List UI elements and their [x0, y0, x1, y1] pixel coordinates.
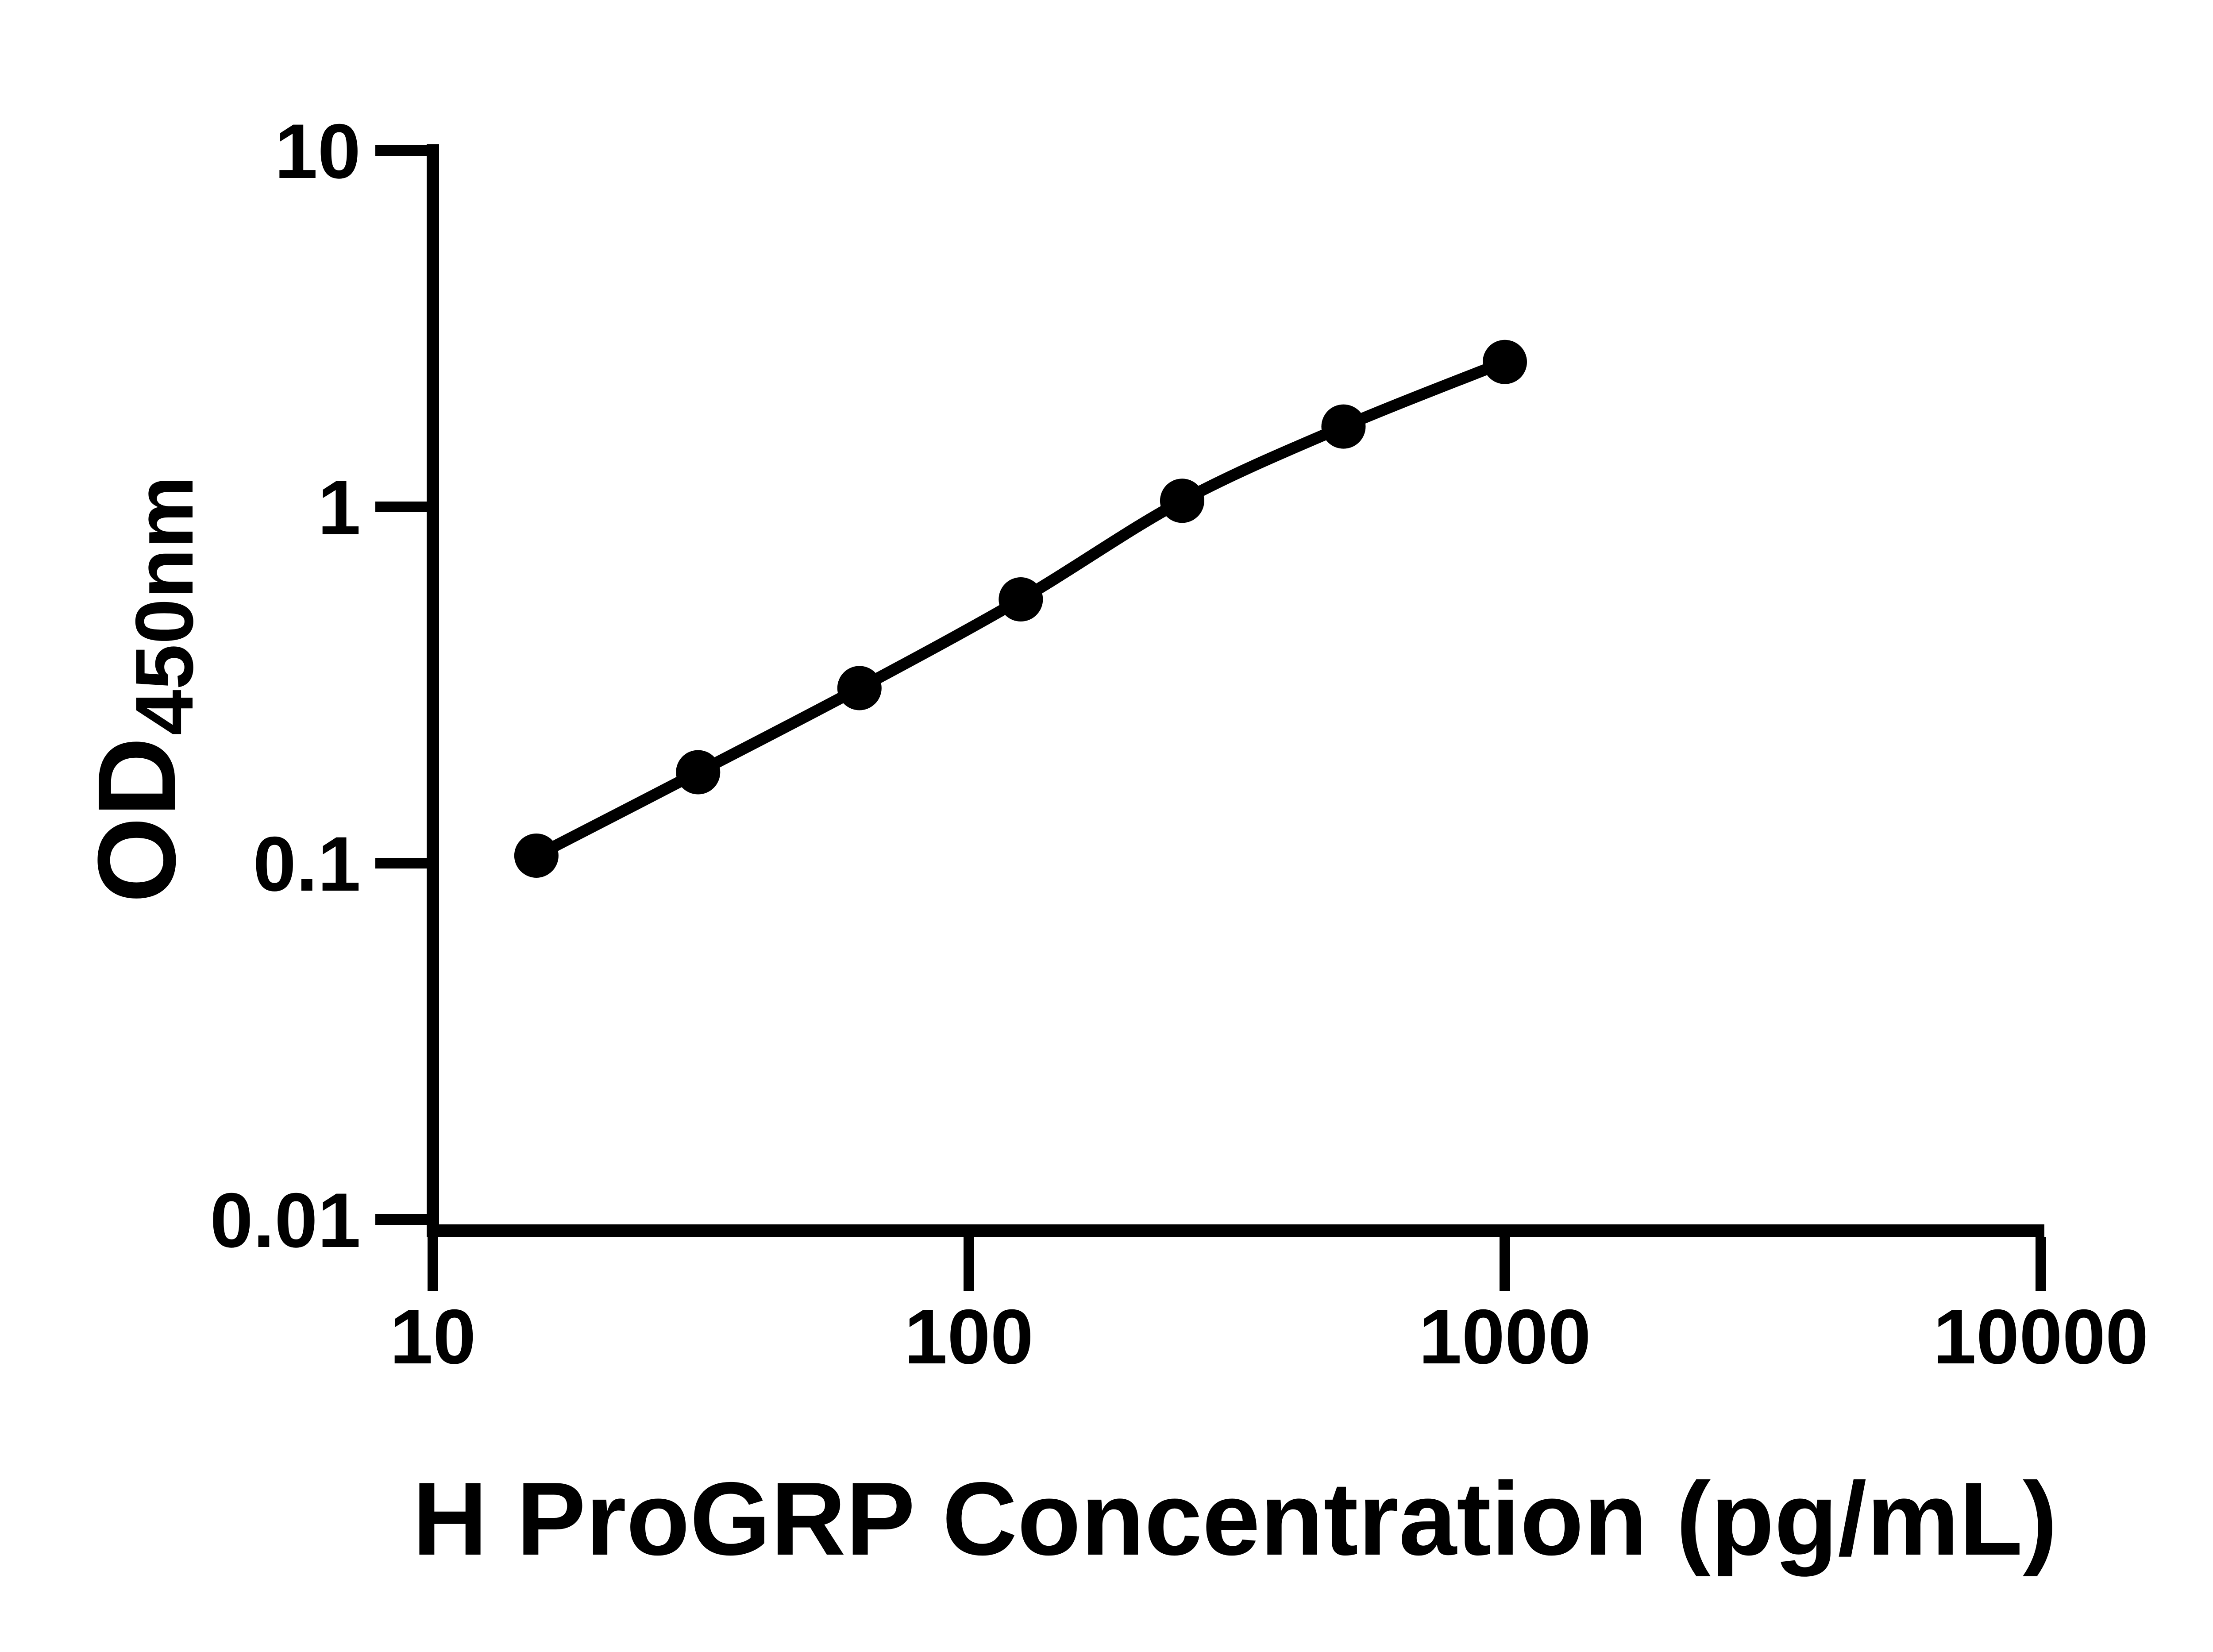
- y-tick-label-0.1: 0.1: [253, 821, 361, 907]
- x-axis-title: H ProGRP Concentration (pg/mL): [413, 1460, 2058, 1577]
- axis-ticks: [375, 145, 2046, 1291]
- data-point-marker-125: [999, 577, 1043, 622]
- data-point-marker-250: [1160, 479, 1204, 523]
- data-point-marker-500: [1321, 404, 1366, 449]
- axis-tick-labels: 10 100 1000 10000 10 1 0.1 0.01: [210, 108, 2148, 1380]
- data-point-marker-62.5: [837, 666, 882, 710]
- y-tick-label-10: 10: [274, 108, 361, 195]
- y-tick-label-0.01: 0.01: [210, 1177, 361, 1264]
- data-point-marker-1000: [1483, 340, 1527, 384]
- data-series: [514, 340, 1527, 878]
- x-tick-label-1000: 1000: [1419, 1294, 1591, 1380]
- y-axis-title: OD 450nm: [75, 476, 210, 903]
- x-tick-label-100: 100: [904, 1294, 1033, 1380]
- axes: [427, 144, 2044, 1237]
- x-tick-label-10000: 10000: [1933, 1294, 2149, 1380]
- data-point-marker-15.6: [514, 833, 559, 878]
- y-axis-title-main: OD: [75, 737, 198, 903]
- x-tick-label-10: 10: [390, 1294, 476, 1380]
- y-axis-title-subscript: 450nm: [119, 476, 210, 735]
- data-point-marker-31.25: [676, 750, 721, 795]
- y-tick-label-1: 1: [318, 465, 361, 551]
